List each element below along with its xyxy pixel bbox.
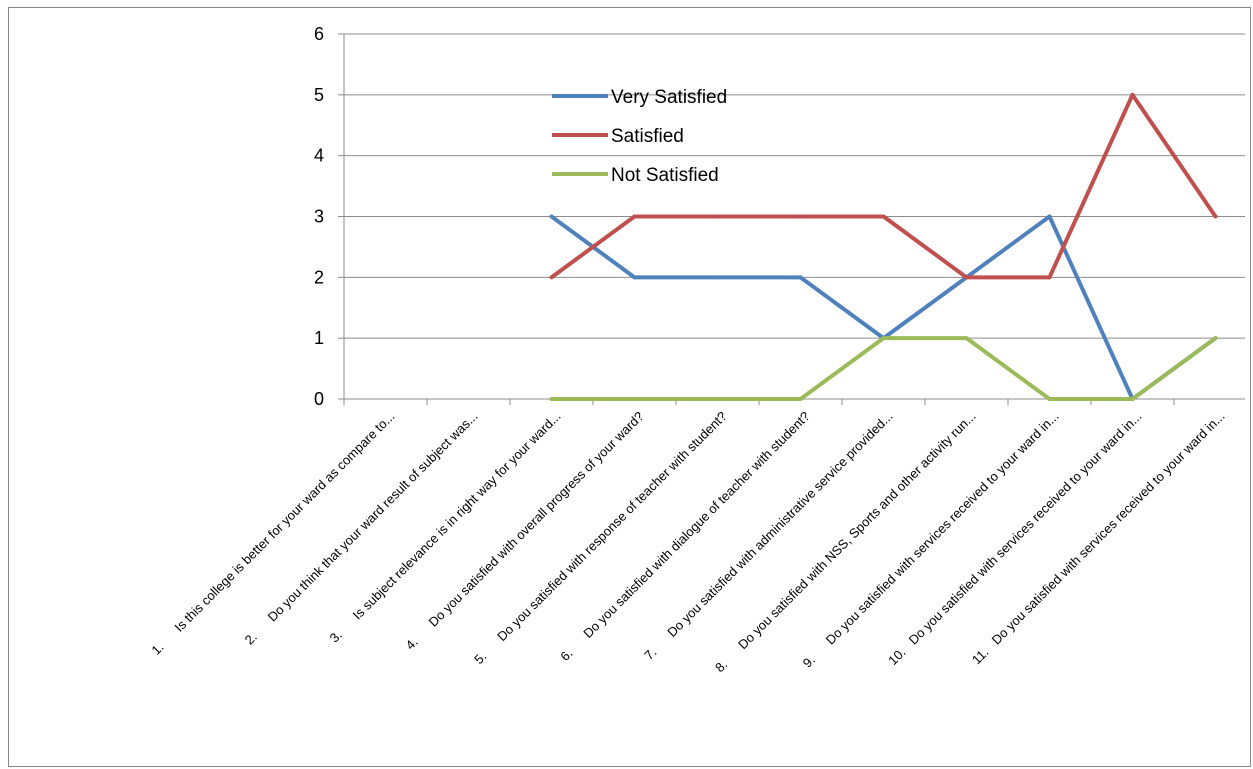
data-point-satisfied <box>1130 92 1135 97</box>
data-point-not-satisfied <box>881 336 886 341</box>
data-point-not-satisfied <box>1047 397 1052 401</box>
series-line-satisfied <box>550 92 1218 280</box>
y-tick-label: 6 <box>314 24 324 44</box>
data-point-not-satisfied <box>549 397 554 401</box>
y-tick-label: 3 <box>314 207 324 227</box>
legend-label-very-satisfied: Very Satisfied <box>611 87 727 108</box>
legend: Very Satisfied Satisfied Not Satisfied <box>552 87 727 186</box>
y-tick-label: 4 <box>314 146 324 166</box>
data-point-satisfied <box>1047 275 1052 280</box>
data-point-very-satisfied <box>715 275 720 280</box>
legend-label-satisfied: Satisfied <box>611 126 684 147</box>
data-point-satisfied <box>798 214 803 219</box>
data-point-satisfied <box>549 275 554 280</box>
data-point-very-satisfied <box>798 275 803 280</box>
data-point-not-satisfied <box>798 397 803 401</box>
data-point-very-satisfied <box>1047 214 1052 219</box>
series-lines <box>549 92 1218 401</box>
chart-frame <box>8 7 1251 767</box>
y-tick-label: 0 <box>314 389 324 409</box>
y-tick-label: 1 <box>314 328 324 348</box>
data-point-very-satisfied <box>632 275 637 280</box>
y-tick-label: 2 <box>314 267 324 287</box>
series-line-not-satisfied <box>551 336 1217 401</box>
data-point-not-satisfied <box>964 336 969 341</box>
data-point-satisfied <box>632 214 637 219</box>
data-point-not-satisfied <box>1213 336 1218 341</box>
data-point-satisfied <box>964 275 969 280</box>
y-tick-label: 5 <box>314 85 324 105</box>
data-point-not-satisfied <box>1130 397 1135 401</box>
legend-label-not-satisfied: Not Satisfied <box>611 165 719 186</box>
data-point-not-satisfied <box>715 397 720 401</box>
data-point-satisfied <box>1213 214 1218 219</box>
data-point-satisfied <box>881 214 886 219</box>
data-point-satisfied <box>715 214 720 219</box>
data-point-not-satisfied <box>632 397 637 401</box>
data-point-very-satisfied <box>549 214 554 219</box>
series-line-very-satisfied <box>550 214 1217 401</box>
x-axis: 1. Is this college is better for your wa… <box>148 399 1228 675</box>
y-axis: 0 1 2 3 4 5 6 <box>314 24 345 409</box>
